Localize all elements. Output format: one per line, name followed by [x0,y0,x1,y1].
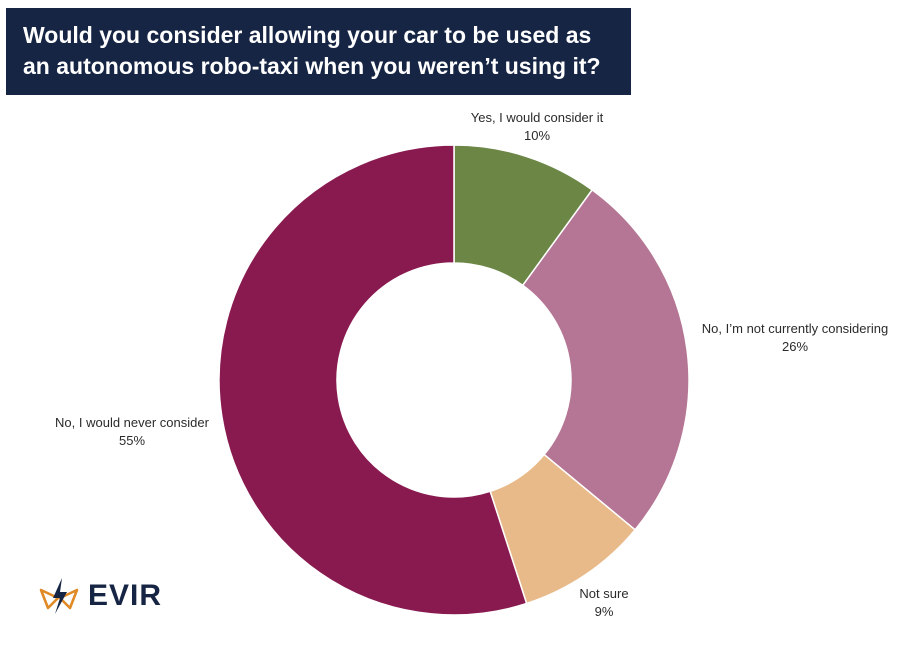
evir-logo-icon [39,578,79,614]
slice-label-2: Not sure [579,586,628,601]
slice-value-label-0: 10% [524,128,550,143]
donut-slice-3 [218,144,528,616]
brand-name: EVIR [88,579,163,612]
chart-title-line-1: Would you consider allowing your car to … [23,22,592,48]
chart-title-banner: Would you consider allowing your car to … [6,8,631,95]
slice-label-0: Yes, I would consider it [471,110,604,125]
brand-logo: EVIR [38,574,162,618]
chart-title-line-2: an autonomous robo-taxi when you weren’t… [23,53,601,79]
slice-label-1: No, I’m not currently considering [702,321,888,336]
slice-value-label-1: 26% [782,339,808,354]
donut-slice-1 [521,188,690,531]
slice-value-label-2: 9% [595,604,614,619]
slice-value-label-3: 55% [119,433,145,448]
slice-label-3: No, I would never consider [55,415,210,430]
